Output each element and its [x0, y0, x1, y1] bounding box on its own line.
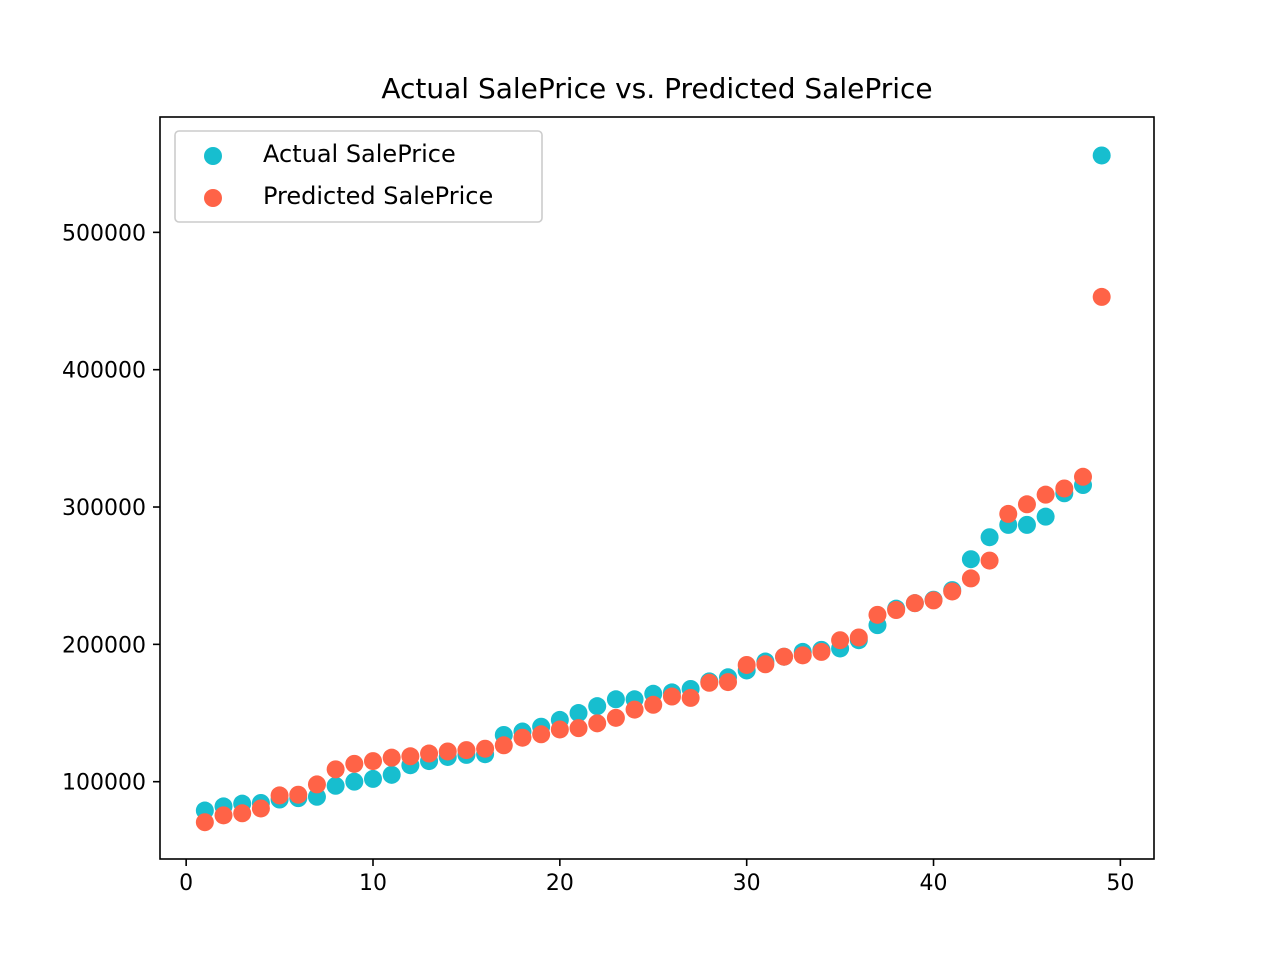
data-point	[1074, 467, 1092, 486]
y-tick-label: 400000	[62, 359, 146, 384]
data-point	[289, 785, 308, 804]
data-point	[364, 769, 382, 788]
plot-frame	[159, 116, 1155, 860]
data-point	[307, 775, 326, 794]
data-point	[307, 787, 326, 806]
data-point	[345, 772, 364, 791]
x-tick-label: 40	[920, 871, 948, 896]
data-point	[401, 747, 420, 766]
data-point	[214, 806, 233, 825]
data-point	[606, 690, 625, 709]
x-tick-label: 10	[359, 871, 387, 896]
data-point	[681, 688, 700, 707]
data-point	[980, 528, 999, 547]
data-point	[737, 655, 756, 674]
data-point	[887, 601, 906, 620]
x-tick-label: 30	[733, 871, 761, 896]
data-point	[251, 799, 270, 818]
x-tick-label: 0	[179, 871, 193, 896]
data-points	[195, 146, 1111, 832]
data-point	[943, 582, 962, 601]
data-point	[233, 804, 252, 823]
data-point	[905, 594, 924, 613]
data-point	[756, 655, 775, 674]
chart-title: Actual SalePrice vs. Predicted SalePrice	[381, 72, 932, 105]
series-actual	[195, 146, 1111, 820]
legend: Actual SalePrice Predicted SalePrice	[174, 130, 543, 223]
x-tick-label: 20	[546, 871, 574, 896]
data-point	[1092, 287, 1111, 306]
data-point	[1017, 515, 1036, 534]
data-point	[775, 647, 794, 666]
data-point	[569, 719, 588, 738]
data-point	[345, 754, 364, 773]
legend-label-predicted: Predicted SalePrice	[263, 182, 493, 210]
data-point	[924, 591, 943, 610]
data-point	[326, 776, 345, 795]
data-point	[999, 504, 1018, 523]
data-point	[868, 605, 887, 624]
data-point	[457, 741, 476, 760]
y-tick-label: 300000	[62, 496, 146, 521]
y-axis: 100000 200000 300000 400000 500000	[62, 221, 160, 796]
series-predicted	[195, 287, 1111, 832]
data-point	[812, 642, 831, 661]
data-point	[326, 760, 345, 779]
data-point	[961, 569, 980, 588]
data-point	[382, 748, 401, 767]
data-point	[364, 752, 382, 771]
data-point	[719, 673, 737, 692]
data-point	[513, 728, 532, 747]
data-point	[532, 725, 551, 744]
legend-marker-actual	[204, 147, 222, 165]
data-point	[980, 551, 999, 570]
data-point	[420, 744, 439, 763]
data-point	[606, 708, 625, 727]
x-axis: 0 10 20 30 40 50	[179, 859, 1134, 896]
data-point	[1055, 479, 1074, 498]
data-point	[494, 736, 513, 755]
y-tick-label: 500000	[62, 221, 146, 246]
data-point	[382, 765, 401, 784]
data-point	[625, 700, 644, 719]
legend-box	[174, 130, 543, 223]
data-point	[569, 704, 588, 723]
data-point	[1017, 495, 1036, 514]
data-point	[588, 714, 607, 733]
data-point	[1092, 146, 1111, 165]
data-point	[438, 742, 457, 761]
data-point	[644, 695, 663, 714]
x-tick-label: 50	[1106, 871, 1134, 896]
data-point	[588, 697, 607, 716]
data-point	[849, 628, 868, 647]
data-point	[550, 720, 569, 739]
data-point	[270, 786, 289, 805]
data-point	[476, 739, 495, 758]
data-point	[662, 687, 681, 706]
data-point	[195, 813, 214, 832]
data-point	[831, 631, 850, 650]
data-point	[793, 646, 812, 665]
data-point	[961, 550, 980, 569]
y-tick-label: 100000	[62, 771, 146, 796]
data-point	[1036, 507, 1055, 526]
data-point	[700, 673, 719, 692]
data-point	[1036, 485, 1055, 504]
legend-marker-predicted	[204, 189, 222, 207]
y-tick-label: 200000	[62, 633, 146, 658]
legend-label-actual: Actual SalePrice	[263, 140, 456, 168]
